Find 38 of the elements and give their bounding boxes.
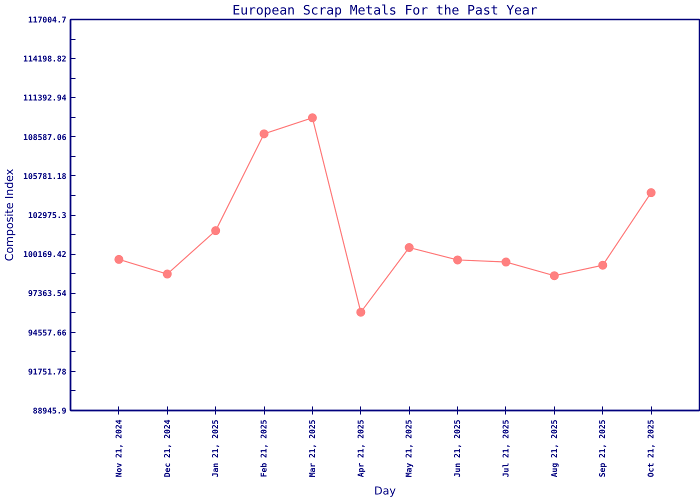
x-tick-label: Dec 21, 2024 <box>162 419 172 478</box>
point <box>501 258 510 267</box>
x-tick-label: Aug 21, 2025 <box>550 419 559 478</box>
point <box>162 270 172 279</box>
x-tick-label: May 21, 2025 <box>404 419 414 478</box>
y-axis-title: Composite Index <box>3 168 16 262</box>
y-tick-label: 111392.94 <box>23 94 67 103</box>
x-tick-label: Apr 21, 2025 <box>356 419 366 478</box>
point <box>114 254 124 264</box>
x-tick-label: Feb 21, 2025 <box>260 419 269 478</box>
x-tick-label: Jan 21, 2025 <box>211 419 220 478</box>
x-tick-label: Jun 21, 2025 <box>453 419 462 478</box>
y-tick-label: 94557.66 <box>28 328 67 338</box>
chart-title: European Scrap Metals For the Past Year <box>232 4 538 18</box>
y-tick-label: 105781.18 <box>23 172 67 181</box>
y-tick-label: 117004.7 <box>28 16 67 24</box>
point <box>550 271 559 280</box>
point <box>211 226 220 236</box>
point <box>404 243 414 252</box>
y-tick-label: 97363.54 <box>28 289 67 298</box>
x-tick-label: Mar 21, 2025 <box>308 419 317 478</box>
y-tick-label: 114198.82 <box>23 54 67 64</box>
point <box>260 129 269 138</box>
x-tick-label: Nov 21, 2024 <box>114 419 124 478</box>
y-tick-label: 108587.06 <box>23 132 67 142</box>
point <box>453 255 462 264</box>
x-tick-label: Oct 21, 2025 <box>646 419 656 478</box>
y-tick-label: 102975.3 <box>28 211 67 220</box>
x-tick-label: Sep 21, 2025 <box>598 419 608 478</box>
point <box>598 260 608 270</box>
x-axis-title: Day <box>374 484 396 498</box>
y-tick-label: 91751.78 <box>28 367 67 376</box>
point <box>356 308 366 317</box>
x-tick-label: Jul 21, 2025 <box>501 419 510 478</box>
point <box>646 188 656 198</box>
y-tick-label: 100169.42 <box>23 250 67 260</box>
y-tick-label: 88945.9 <box>32 406 67 416</box>
point <box>308 113 317 122</box>
